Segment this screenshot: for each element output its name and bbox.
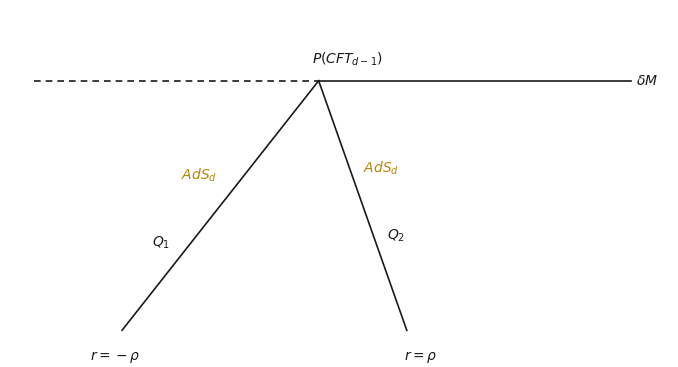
Text: $r = -\rho$: $r = -\rho$	[90, 349, 140, 365]
Text: $P(CFT_{d-1})$: $P(CFT_{d-1})$	[312, 51, 382, 68]
Text: $Q_2$: $Q_2$	[387, 227, 405, 244]
Text: $AdS_d$: $AdS_d$	[181, 167, 217, 184]
Text: $\delta M$: $\delta M$	[636, 74, 658, 88]
Text: $Q_1$: $Q_1$	[153, 235, 170, 251]
Text: $r = \rho$: $r = \rho$	[403, 349, 437, 365]
Text: $AdS_d$: $AdS_d$	[363, 159, 399, 177]
